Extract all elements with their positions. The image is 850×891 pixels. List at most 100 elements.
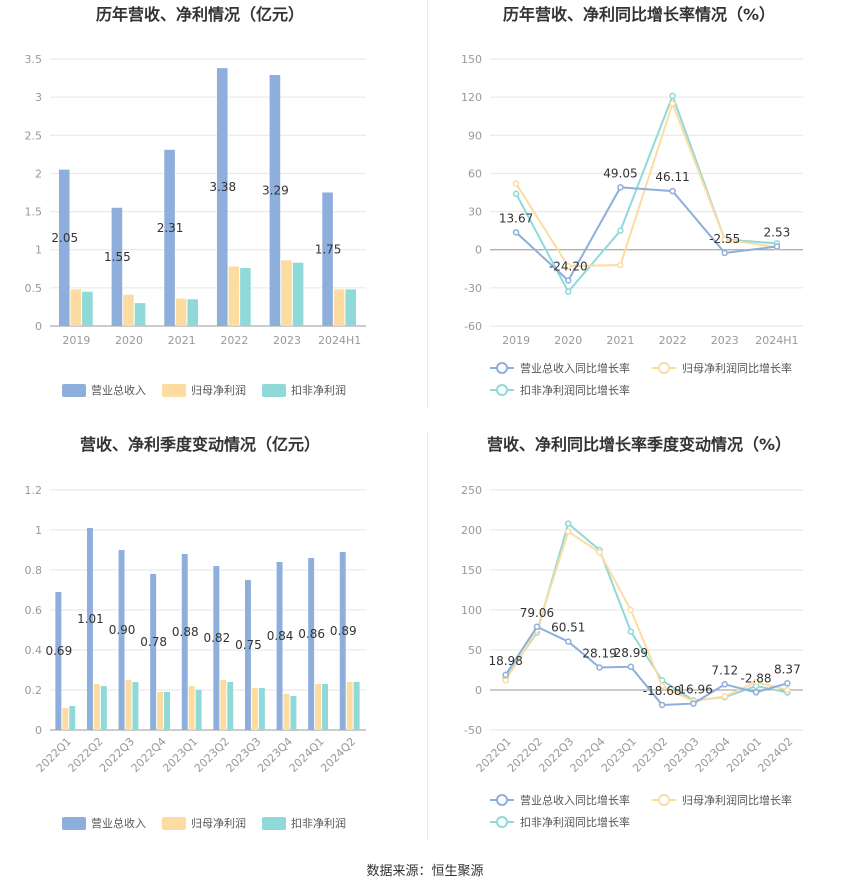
chart-1-y-tick-label: 1.5 xyxy=(25,206,43,219)
chart-1-bar-net-profit xyxy=(123,294,134,326)
chart-3-y-tick-label: 0 xyxy=(35,724,42,737)
chart-3-legend-label: 归母净利润 xyxy=(191,816,246,830)
chart-1-bar-net-profit xyxy=(228,266,240,326)
chart-2-data-point xyxy=(669,92,676,100)
chart-4-data-point xyxy=(658,701,666,709)
chart-3-legend-swatch xyxy=(62,817,86,830)
chart-3-bar-revenue xyxy=(213,566,220,730)
chart-2-data-point xyxy=(617,184,624,191)
data-source-note: 数据来源：恒生聚源 xyxy=(366,864,484,879)
chart-3-data-label: 0.75 xyxy=(235,638,262,652)
chart-3-bar-deducted-profit xyxy=(353,682,360,730)
chart-1-bar-deducted-profit xyxy=(345,289,357,326)
chart-4-data-point xyxy=(502,677,509,684)
chart-2-series-line-1 xyxy=(515,186,778,283)
chart-1-data-label: 3.29 xyxy=(262,184,289,198)
chart-1-y-tick-label: 2.5 xyxy=(25,129,43,142)
chart-3-bar-net-profit xyxy=(157,692,164,730)
chart-3-y-tick-label: 0.6 xyxy=(25,604,43,617)
chart-3-bar-net-profit xyxy=(62,708,69,730)
chart-4-data-point xyxy=(752,678,760,686)
chart-3-bar-deducted-profit xyxy=(258,688,265,730)
chart-4-data-point xyxy=(533,623,541,631)
chart-1-x-tick-label: 2020 xyxy=(115,334,143,347)
chart-3-data-label: 1.01 xyxy=(77,612,104,626)
chart-2-data-point xyxy=(721,236,728,243)
chart-2-legend-marker xyxy=(658,362,670,374)
chart-4-data-point xyxy=(752,689,760,696)
chart-2-data-point xyxy=(565,262,572,270)
chart-1-legend-swatch xyxy=(262,384,286,397)
chart-4-legend-marker xyxy=(496,794,508,806)
chart-4-data-point xyxy=(627,663,635,671)
chart-2-data-point xyxy=(565,288,572,295)
chart-4-y-tick-label: -50 xyxy=(464,724,482,737)
chart-1-y-tick-label: 0 xyxy=(35,320,42,333)
chart-4-data-point xyxy=(565,528,572,535)
chart-4-y-tick-label: 150 xyxy=(461,564,482,577)
chart-3-legend-label: 扣非净利润 xyxy=(291,816,346,830)
chart-2-data-label: 46.11 xyxy=(655,170,689,184)
chart-4-data-label: 18.98 xyxy=(488,654,522,668)
chart-3-bar-deducted-profit xyxy=(195,690,202,730)
chart-4-data-label: -18.68 xyxy=(643,684,682,698)
chart-4-series-line-1 xyxy=(504,625,788,706)
chart-2-legend-marker xyxy=(496,384,508,396)
chart-4-x-tick-label: 2024Q2 xyxy=(755,735,795,775)
chart-2-data-point xyxy=(512,229,520,236)
chart-4-data-label: 7.12 xyxy=(711,663,738,677)
chart-1-legend-swatch xyxy=(62,384,86,397)
chart-3-bar-net-profit xyxy=(315,684,322,730)
chart-1-legend-swatch xyxy=(162,384,186,397)
chart-3-legend-swatch xyxy=(262,817,286,830)
chart-1-bar-net-profit xyxy=(333,289,345,326)
chart-3-y-tick-label: 1.2 xyxy=(25,484,43,497)
chart-3-y-tick-label: 0.8 xyxy=(25,564,43,577)
chart-1-legend-label: 扣非净利润 xyxy=(291,383,346,397)
chart-2-title: 历年营收、净利同比增长率情况（%） xyxy=(503,5,775,24)
chart-4-y-tick-label: 250 xyxy=(461,484,482,497)
chart-2-data-point xyxy=(617,227,624,234)
chart-4-data-point xyxy=(627,628,635,635)
chart-3-bar-net-profit xyxy=(251,688,258,730)
chart-3-title: 营收、净利季度变动情况（亿元） xyxy=(80,435,320,454)
chart-2-y-tick-label: -60 xyxy=(464,320,482,333)
chart-4-data-point xyxy=(784,686,791,694)
chart-4-data-label: 8.37 xyxy=(774,662,801,676)
chart-3-bar-net-profit xyxy=(93,684,100,730)
chart-2-data-point xyxy=(565,277,572,284)
chart-3-y-tick-label: 0.2 xyxy=(25,684,43,697)
chart-1-data-label: 2.31 xyxy=(157,221,184,235)
chart-3-bar-revenue xyxy=(55,592,62,730)
chart-1-bar-net-profit xyxy=(281,260,292,326)
chart-3-data-label: 0.84 xyxy=(267,629,294,643)
chart-3-bar-revenue xyxy=(181,554,188,730)
chart-3-bar-revenue xyxy=(244,580,251,730)
chart-3-data-label: 0.86 xyxy=(298,627,325,641)
chart-2-y-tick-label: -30 xyxy=(464,282,482,295)
vertical-divider-bottom xyxy=(427,432,428,840)
chart-3-data-label: 0.88 xyxy=(172,625,199,639)
chart-4-data-label: -2.88 xyxy=(741,671,772,685)
chart-3-data-label: 0.82 xyxy=(203,631,230,645)
chart-4-data-point xyxy=(690,700,697,707)
chart-2-y-tick-label: 0 xyxy=(475,244,482,257)
vertical-divider-top xyxy=(427,0,428,408)
chart-3-bar-revenue xyxy=(86,528,93,730)
chart-3-data-label: 0.78 xyxy=(140,635,167,649)
chart-1-x-tick-label: 2021 xyxy=(168,334,196,347)
chart-3-bar-deducted-profit xyxy=(69,706,76,730)
chart-2-legend-label: 归母净利润同比增长率 xyxy=(682,361,792,375)
chart-3-bar-net-profit xyxy=(125,680,132,730)
chart-1-bar-revenue xyxy=(216,68,228,326)
chart-1-y-tick-label: 3 xyxy=(35,91,42,104)
chart-1-bar-deducted-profit xyxy=(134,303,146,326)
chart-4-y-tick-label: 100 xyxy=(461,604,482,617)
chart-3-bar-revenue xyxy=(118,550,125,730)
chart-1-y-tick-label: 1 xyxy=(35,244,42,257)
chart-4-data-point xyxy=(502,671,509,679)
chart-3-legend-swatch xyxy=(162,817,186,830)
chart-3-bar-deducted-profit xyxy=(322,684,329,730)
chart-2-y-tick-label: 60 xyxy=(468,167,482,180)
chart-2-legend-marker xyxy=(496,362,508,374)
